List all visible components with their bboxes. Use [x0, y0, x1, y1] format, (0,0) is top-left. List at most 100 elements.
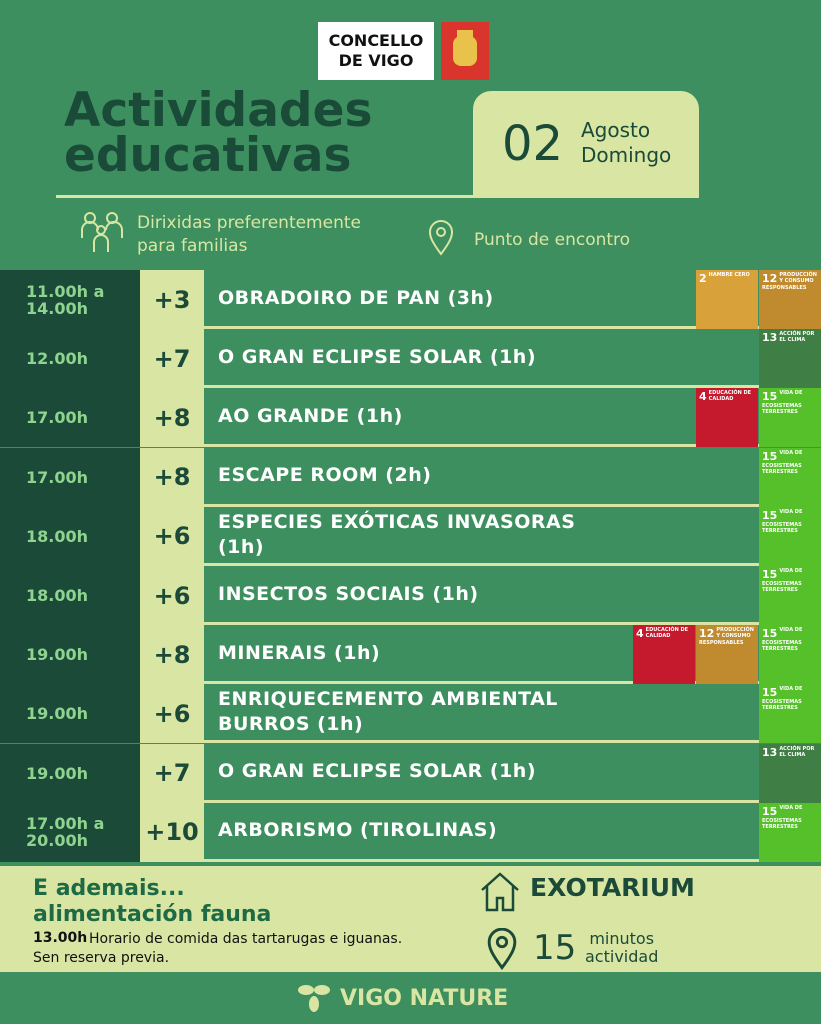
time: 19.00h: [0, 684, 140, 744]
duration: 15: [533, 928, 577, 968]
time-text: 17.00h a 20.00h: [26, 814, 105, 851]
schedule-row: 17.00h +8 AO GRANDE (1h) 4 EDUCACIÓN DE CALI…: [0, 388, 821, 448]
activity: INSECTOS SOCIAIS (1h): [204, 566, 821, 625]
sdg-badge: 15 VIDA DE ECOSISTEMAS TERRESTRES: [759, 506, 821, 566]
age: +6: [140, 566, 204, 625]
activity-text: O GRAN ECLIPSE SOLAR (1h): [218, 760, 537, 783]
time: 18.00h: [0, 566, 140, 625]
sdg-badge: 15 VIDA DE ECOSISTEMAS TERRESTRES: [759, 625, 821, 685]
age: +6: [140, 506, 204, 566]
house-icon: [481, 872, 519, 912]
logo: CONCELLO DE VIGO: [318, 22, 434, 80]
title: Actividades educativas: [64, 83, 373, 183]
month: Agosto: [581, 118, 651, 142]
extra-box: [0, 866, 821, 972]
activity-text: ENRIQUECEMENTO AMBIENTAL BURROS (1h): [218, 688, 558, 736]
month-weekday: Agosto Domingo: [581, 118, 671, 168]
activity-text: MINERAIS (1h): [218, 641, 381, 664]
sdg-badge: 2 HAMBRE CERO: [696, 270, 758, 329]
sdg-label: VIDA DE ECOSISTEMAS TERRESTRES: [762, 627, 803, 653]
time-text: 18.00h: [26, 526, 88, 546]
extra-time: 13.00h: [33, 930, 88, 946]
age: +3: [140, 270, 204, 329]
time-text: 12.00h: [26, 349, 88, 369]
brand: VIGO NATURE: [340, 986, 509, 1011]
sdg-number: 15: [762, 390, 778, 404]
schedule-row: 17.00h +8 ESCAPE ROOM (2h) 15 VIDA DE ECOSIS…: [0, 447, 821, 507]
sdg-label: HAMBRE CERO: [708, 272, 750, 278]
activity: O GRAN ECLIPSE SOLAR (1h): [204, 743, 821, 803]
time: 17.00h: [0, 447, 140, 507]
sdg-badge: 13 ACCIÓN POR EL CLIMA: [759, 743, 821, 803]
time: 18.00h: [0, 506, 140, 566]
schedule-row: 12.00h +7 O GRAN ECLIPSE SOLAR (1h) 13 ACCIÓ…: [0, 329, 821, 389]
sdg-number: 15: [762, 627, 778, 641]
day: 02: [502, 116, 564, 172]
duration-unit: minutos actividad: [585, 930, 658, 966]
age: +7: [140, 329, 204, 389]
sdg-number: 2: [699, 272, 707, 285]
activity-text: ESCAPE ROOM (2h): [218, 464, 432, 487]
time-text: 19.00h: [26, 645, 88, 665]
sdg-number: 12: [762, 272, 778, 285]
activity: ARBORISMO (TIROLINAS): [204, 802, 821, 862]
sdg-number: 15: [762, 449, 778, 463]
activity: O GRAN ECLIPSE SOLAR (1h): [204, 329, 821, 389]
time: 19.00h: [0, 625, 140, 685]
age: +8: [140, 388, 204, 448]
sdg-number: 15: [762, 508, 778, 522]
time: 12.00h: [0, 329, 140, 389]
sdg-badge: 15 VIDA DE ECOSISTEMAS TERRESTRES: [759, 802, 821, 862]
sdg-badge: 4 EDUCACIÓN DE CALIDAD: [633, 625, 695, 685]
activity: ESPECIES EXÓTICAS INVASORAS (1h): [204, 506, 821, 566]
sdg-number: 13: [762, 331, 778, 345]
meeting-point: Punto de encontro: [474, 230, 631, 250]
activity-text: O GRAN ECLIPSE SOLAR (1h): [218, 345, 537, 368]
unit: minutos: [589, 929, 655, 948]
time: 17.00h a 20.00h: [0, 802, 140, 862]
sdg-label: VIDA DE ECOSISTEMAS TERRESTRES: [762, 804, 803, 830]
extra-title: E ademais... alimentación fauna: [33, 876, 272, 927]
time-text: 17.00h: [26, 467, 88, 487]
sdg-label: PRODUCCIÓN Y CONSUMO RESPONSABLES: [762, 272, 817, 291]
time-text: 19.00h: [26, 704, 88, 724]
activity-text: ARBORISMO (TIROLINAS): [218, 819, 498, 842]
pin-icon: [428, 220, 454, 256]
sdg-number: 4: [636, 627, 644, 641]
schedule-row: 18.00h +6 INSECTOS SOCIAIS (1h) 15 VIDA DE E…: [0, 566, 821, 625]
schedule-row: 18.00h +6 ESPECIES EXÓTICAS INVASORAS (1h)…: [0, 506, 821, 566]
sdg-number: 15: [762, 568, 778, 581]
sdg-badge: 15 VIDA DE ECOSISTEMAS TERRESTRES: [759, 566, 821, 625]
date-box: [473, 91, 699, 197]
age: +6: [140, 684, 204, 744]
audience: Dirixidas preferentemente para familias: [137, 213, 361, 256]
time: 17.00h: [0, 388, 140, 448]
activity-text: OBRADOIRO DE PAN (3h): [218, 286, 494, 309]
schedule-row: 17.00h a 20.00h +10 ARBORISMO (TIROLINAS) 1…: [0, 802, 821, 862]
sdg-badge: 13 ACCIÓN POR EL CLIMA: [759, 329, 821, 389]
schedule: 11.00h a 14.00h +3 OBRADOIRO DE PAN (3h) 2 H…: [0, 270, 821, 862]
age: +10: [140, 802, 204, 862]
activity-text: AO GRANDE (1h): [218, 404, 403, 427]
people-icon: [81, 212, 123, 252]
sdg-label: PRODUCCIÓN Y CONSUMO RESPONSABLES: [699, 627, 754, 647]
sdg-label: ACCIÓN POR EL CLIMA: [779, 331, 815, 344]
coat-of-arms: [441, 22, 489, 80]
activity-text: INSECTOS SOCIAIS (1h): [218, 582, 479, 605]
time-text: 17.00h: [26, 408, 88, 428]
sdg-number: 12: [699, 627, 715, 641]
sdg-label: VIDA DE ECOSISTEMAS TERRESTRES: [762, 508, 803, 534]
activity-text: ESPECIES EXÓTICAS INVASORAS (1h): [218, 510, 576, 558]
sdg-label: VIDA DE ECOSISTEMAS TERRESTRES: [762, 390, 803, 416]
sdg-label: EDUCACIÓN DE CALIDAD: [645, 627, 689, 640]
place: EXOTARIUM: [530, 873, 695, 902]
brand-icon: [298, 985, 330, 1012]
divider: [56, 195, 699, 198]
schedule-row: 19.00h +6 ENRIQUECEMENTO AMBIENTAL BURROS …: [0, 684, 821, 744]
age: +8: [140, 447, 204, 507]
sdg-number: 13: [762, 745, 778, 759]
sdg-label: ACCIÓN POR EL CLIMA: [779, 745, 815, 758]
schedule-row: 11.00h a 14.00h +3 OBRADOIRO DE PAN (3h) 2 H…: [0, 270, 821, 329]
schedule-row: 19.00h +7 O GRAN ECLIPSE SOLAR (1h) 13 ACCIÓ…: [0, 743, 821, 803]
sdg-badge: 4 EDUCACIÓN DE CALIDAD: [696, 388, 758, 448]
